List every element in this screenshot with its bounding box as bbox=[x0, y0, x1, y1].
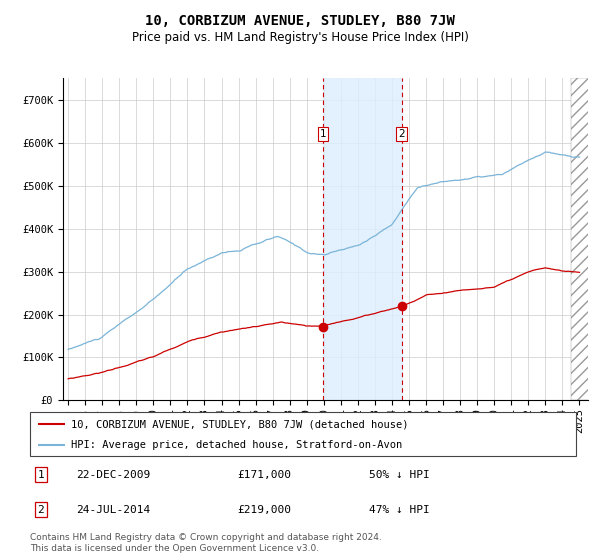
Text: 10, CORBIZUM AVENUE, STUDLEY, B80 7JW (detached house): 10, CORBIZUM AVENUE, STUDLEY, B80 7JW (d… bbox=[71, 419, 409, 429]
Text: 22-DEC-2009: 22-DEC-2009 bbox=[76, 470, 151, 479]
Bar bbox=[571, 78, 600, 400]
Text: £171,000: £171,000 bbox=[238, 470, 292, 479]
Text: Price paid vs. HM Land Registry's House Price Index (HPI): Price paid vs. HM Land Registry's House … bbox=[131, 31, 469, 44]
Text: 2: 2 bbox=[398, 129, 405, 139]
Text: 50% ↓ HPI: 50% ↓ HPI bbox=[368, 470, 429, 479]
Text: 1: 1 bbox=[38, 470, 44, 479]
Text: 24-JUL-2014: 24-JUL-2014 bbox=[76, 505, 151, 515]
Text: 10, CORBIZUM AVENUE, STUDLEY, B80 7JW: 10, CORBIZUM AVENUE, STUDLEY, B80 7JW bbox=[145, 14, 455, 28]
Text: Contains HM Land Registry data © Crown copyright and database right 2024.
This d: Contains HM Land Registry data © Crown c… bbox=[30, 533, 382, 553]
FancyBboxPatch shape bbox=[30, 412, 576, 456]
Text: 2: 2 bbox=[38, 505, 44, 515]
Text: 1: 1 bbox=[320, 129, 326, 139]
Text: HPI: Average price, detached house, Stratford-on-Avon: HPI: Average price, detached house, Stra… bbox=[71, 440, 402, 450]
Bar bbox=[323, 78, 401, 400]
Text: 47% ↓ HPI: 47% ↓ HPI bbox=[368, 505, 429, 515]
Text: £219,000: £219,000 bbox=[238, 505, 292, 515]
